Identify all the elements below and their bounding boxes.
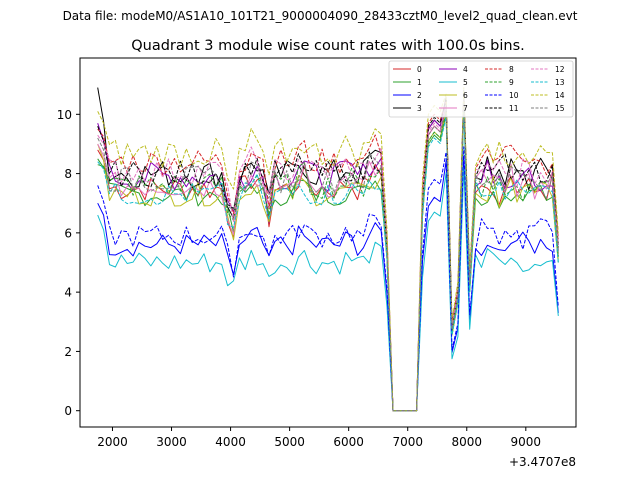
legend-label-5: 5 <box>463 78 468 87</box>
x-tick-label: 4000 <box>215 435 246 449</box>
series-line-6 <box>97 104 559 412</box>
legend-label-4: 4 <box>463 65 468 74</box>
series-line-13 <box>97 110 559 412</box>
y-tick-label: 2 <box>64 345 72 359</box>
y-axis: 0 2 4 6 8 10 <box>57 108 80 418</box>
x-axis: 2000 3000 4000 5000 6000 7000 8000 9000 <box>97 427 541 449</box>
legend-box <box>388 60 574 118</box>
y-tick-label: 6 <box>64 226 72 240</box>
legend-label-7: 7 <box>463 104 468 113</box>
series-line-15 <box>97 99 559 412</box>
legend-label-15: 15 <box>555 104 565 113</box>
chart-title: Quadrant 3 module wise count rates with … <box>131 38 525 54</box>
legend-label-8: 8 <box>509 65 514 74</box>
x-tick-label: 2000 <box>97 435 128 449</box>
chart-suptitle: Data file: modeM0/AS1A10_101T21_90000040… <box>63 9 578 23</box>
x-offset-label: +3.4707e8 <box>509 455 576 469</box>
y-tick-label: 0 <box>64 404 72 418</box>
series-line-14 <box>97 87 559 412</box>
x-tick-label: 3000 <box>156 435 187 449</box>
x-tick-label: 5000 <box>274 435 305 449</box>
x-tick-label: 7000 <box>392 435 423 449</box>
series-line-0 <box>97 102 559 412</box>
x-tick-label: 6000 <box>333 435 364 449</box>
series-line-8 <box>97 93 559 412</box>
plot-area <box>97 87 559 412</box>
x-tick-label: 8000 <box>451 435 482 449</box>
legend-label-9: 9 <box>509 78 514 87</box>
series-line-3 <box>97 87 559 412</box>
series-line-11 <box>97 93 559 412</box>
series-line-5 <box>97 167 559 412</box>
legend-label-2: 2 <box>417 91 422 100</box>
legend-label-3: 3 <box>417 104 422 113</box>
legend-label-11: 11 <box>509 104 519 113</box>
series-line-7 <box>97 99 559 412</box>
x-tick-label: 9000 <box>511 435 542 449</box>
y-tick-label: 8 <box>64 167 72 181</box>
legend-label-6: 6 <box>463 91 468 100</box>
legend-label-0: 0 <box>417 65 422 74</box>
legend-label-1: 1 <box>417 78 422 87</box>
series-line-1 <box>97 107 559 412</box>
axes-frame <box>79 57 577 428</box>
legend-label-10: 10 <box>509 91 519 100</box>
legend-label-12: 12 <box>555 65 565 74</box>
y-tick-label: 10 <box>57 108 72 122</box>
series-line-4 <box>97 96 559 412</box>
series-line-2 <box>97 155 559 412</box>
legend-label-13: 13 <box>555 78 565 87</box>
series-line-10 <box>97 146 559 412</box>
series-line-12 <box>97 96 559 412</box>
legend-label-14: 14 <box>555 91 565 100</box>
y-tick-label: 4 <box>64 286 72 300</box>
